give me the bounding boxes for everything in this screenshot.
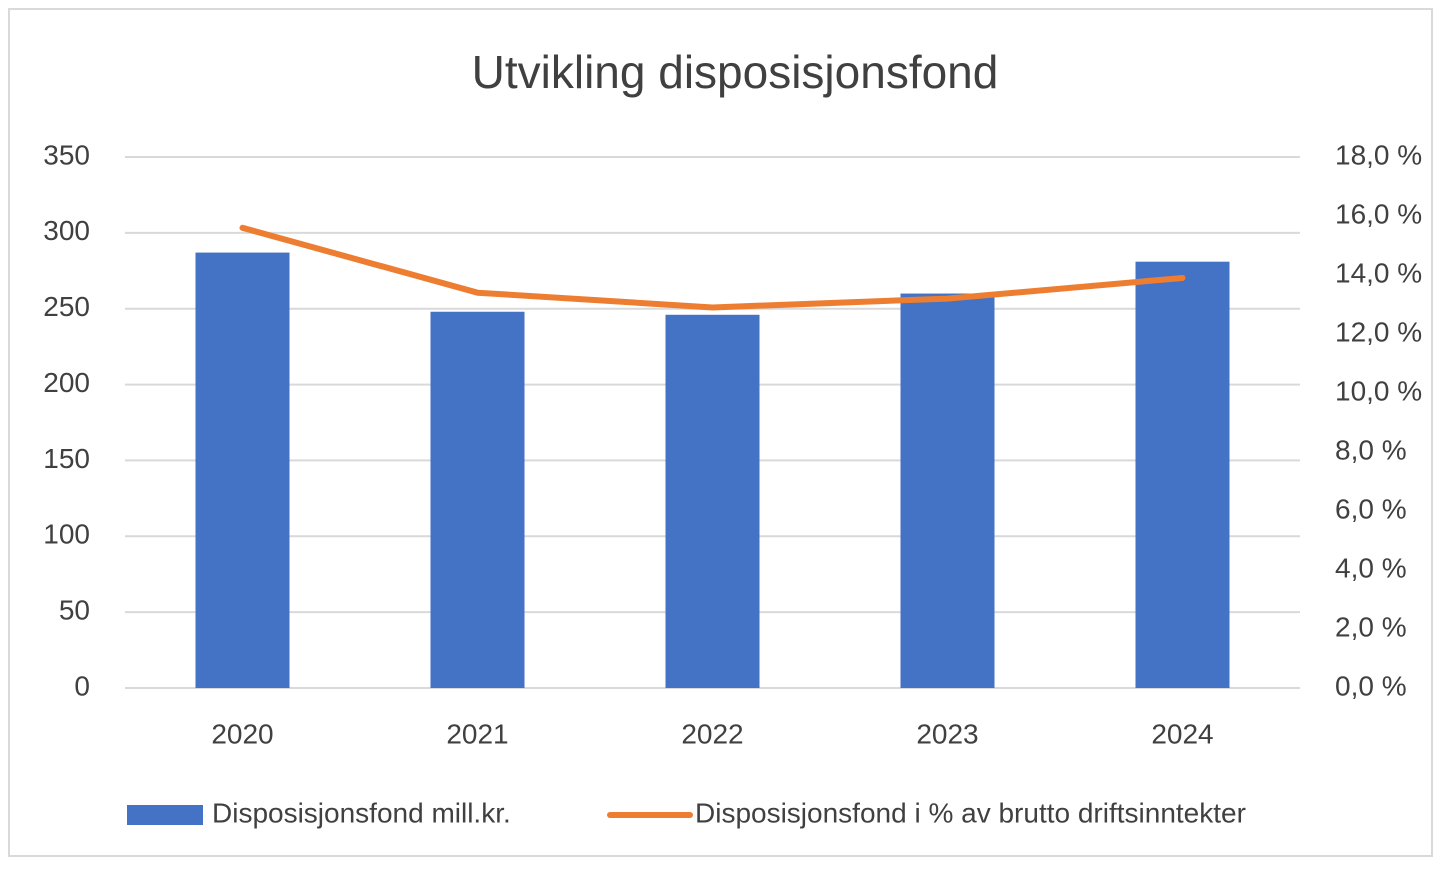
x-tick-label: 2024 — [1151, 718, 1213, 749]
bar — [1135, 261, 1230, 688]
bar — [900, 293, 995, 688]
y2-tick-label: 16,0 % — [1335, 198, 1422, 229]
legend-swatch — [127, 805, 203, 825]
x-tick-label: 2023 — [916, 718, 978, 749]
x-tick-label: 2020 — [211, 718, 273, 749]
y2-tick-label: 8,0 % — [1335, 434, 1407, 465]
y2-tick-label: 12,0 % — [1335, 316, 1422, 347]
y2-tick-label: 6,0 % — [1335, 493, 1407, 524]
bar — [665, 314, 760, 688]
y-tick-label: 50 — [59, 595, 90, 626]
chart-title: Utvikling disposisjonsfond — [472, 46, 999, 98]
line-series — [239, 224, 1186, 311]
y-tick-label: 200 — [43, 367, 90, 398]
y2-tick-label: 4,0 % — [1335, 552, 1407, 583]
bar — [195, 252, 290, 688]
legend-label: Disposisjonsfond i % av brutto driftsinn… — [695, 797, 1246, 828]
legend-label: Disposisjonsfond mill.kr. — [212, 797, 511, 828]
y-tick-label: 300 — [43, 215, 90, 246]
x-tick-label: 2021 — [446, 718, 508, 749]
y-tick-label: 350 — [43, 139, 90, 170]
y-tick-label: 150 — [43, 443, 90, 474]
y2-tick-label: 14,0 % — [1335, 257, 1422, 288]
y2-tick-label: 2,0 % — [1335, 611, 1407, 642]
y2-tick-label: 0,0 % — [1335, 670, 1407, 701]
y-tick-label: 100 — [43, 519, 90, 550]
y-tick-label: 0 — [74, 670, 90, 701]
y2-tick-label: 18,0 % — [1335, 139, 1422, 170]
bar — [430, 311, 525, 688]
x-tick-label: 2022 — [681, 718, 743, 749]
y2-tick-label: 10,0 % — [1335, 375, 1422, 406]
y-tick-label: 250 — [43, 291, 90, 322]
